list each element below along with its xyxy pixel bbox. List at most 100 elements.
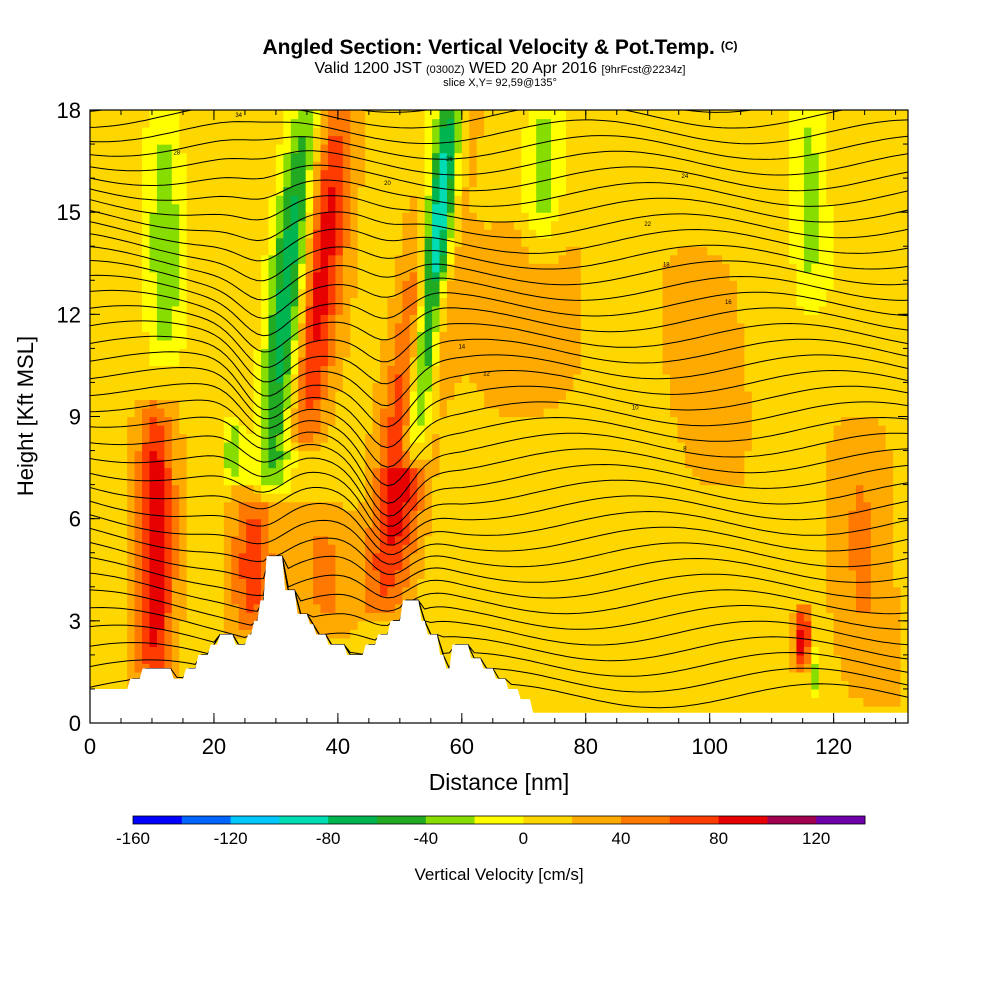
field-cell [655, 654, 664, 664]
field-cell [119, 476, 128, 486]
field-cell [707, 425, 716, 435]
field-cell [677, 561, 686, 571]
field-cell [789, 416, 798, 426]
field-cell [707, 348, 716, 358]
field-cell [551, 467, 560, 477]
field-cell [290, 442, 299, 452]
field-cell [863, 425, 872, 435]
field-cell [855, 535, 864, 545]
field-cell [335, 561, 344, 571]
field-cell [774, 390, 783, 401]
field-cell [134, 518, 143, 528]
field-cell [647, 595, 656, 605]
field-cell [900, 578, 908, 588]
field-cell [536, 680, 545, 690]
field-cell [551, 339, 560, 349]
field-cell [714, 646, 723, 656]
field-cell [655, 476, 664, 486]
field-cell [127, 552, 136, 562]
field-cell [335, 527, 344, 537]
chart-title-suffix: (C) [720, 39, 738, 53]
field-cell [818, 373, 827, 384]
field-cell [186, 442, 195, 452]
field-cell [439, 629, 448, 639]
field-cell [655, 561, 664, 571]
field-cell [588, 646, 597, 656]
field-cell [632, 373, 641, 384]
field-cell [484, 339, 493, 349]
field-cell [231, 407, 240, 418]
field-cell [855, 637, 864, 647]
field-cell [365, 510, 374, 520]
field-cell [231, 493, 240, 503]
field-cell [781, 603, 790, 613]
field-cell [625, 390, 634, 401]
field-cell [595, 399, 604, 409]
field-cell [179, 399, 188, 409]
field-cell [870, 612, 879, 622]
field-cell [380, 450, 389, 460]
field-cell [543, 561, 552, 571]
field-cell [774, 510, 783, 520]
field-cell [246, 390, 255, 401]
field-cell [863, 697, 872, 707]
field-cell [439, 433, 448, 443]
field-cell [439, 407, 448, 418]
field-cell [104, 442, 113, 452]
field-cell [811, 407, 820, 418]
field-cell [528, 552, 537, 562]
field-cell [610, 501, 619, 511]
field-cell [744, 348, 753, 358]
field-cell [699, 527, 708, 537]
field-cell [893, 586, 902, 596]
field-cell [885, 348, 894, 358]
field-cell [149, 467, 158, 477]
field-cell [684, 459, 693, 469]
field-cell [885, 450, 894, 460]
field-cell [677, 552, 686, 562]
field-cell [164, 339, 173, 349]
field-cell [446, 399, 455, 409]
field-cell [766, 382, 775, 392]
field-cell [454, 620, 463, 630]
field-cell [789, 356, 798, 367]
field-cell [365, 382, 374, 392]
field-cell [551, 671, 560, 682]
field-cell [357, 561, 366, 571]
field-cell [647, 501, 656, 511]
field-cell [617, 348, 627, 358]
field-cell [744, 578, 753, 588]
field-cell [766, 663, 775, 673]
field-cell [342, 407, 351, 418]
field-cell [201, 561, 210, 571]
field-cell [588, 433, 597, 443]
field-cell [863, 663, 872, 673]
valid-time: Valid 1200 JST [314, 60, 422, 77]
field-cell [677, 450, 686, 460]
field-cell [417, 382, 426, 392]
field-cell [751, 612, 760, 622]
field-cell [409, 348, 418, 358]
field-cell [863, 612, 872, 622]
field-cell [484, 518, 493, 528]
field-cell [238, 561, 247, 571]
field-cell [900, 527, 908, 537]
field-cell [208, 399, 218, 409]
field-cell [826, 467, 835, 477]
field-cell [736, 612, 745, 622]
field-cell [625, 399, 634, 409]
field-cell [662, 518, 671, 528]
field-cell [855, 407, 864, 418]
field-cell [201, 544, 210, 554]
field-cell [617, 467, 627, 477]
field-cell [677, 373, 686, 384]
field-cell [394, 612, 403, 622]
field-cell [90, 450, 99, 460]
field-cell [565, 501, 574, 511]
field-cell [796, 544, 805, 554]
field-cell [476, 399, 485, 409]
field-cell [216, 595, 225, 605]
field-cell [662, 688, 671, 699]
field-cell [603, 595, 612, 605]
field-cell [365, 331, 374, 341]
